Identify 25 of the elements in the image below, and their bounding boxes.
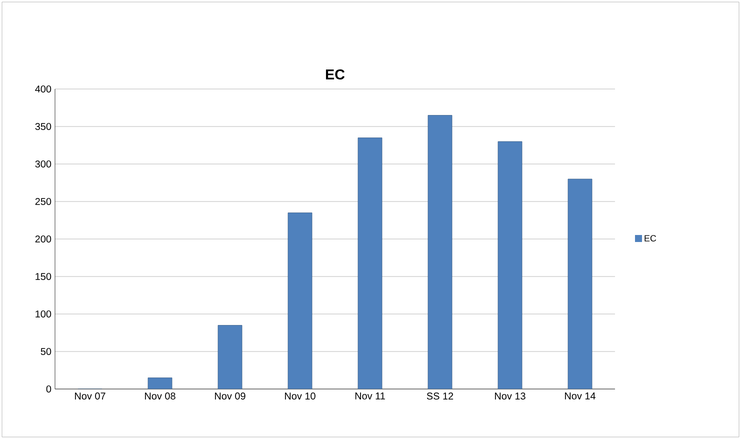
x-tick-label: Nov 10 [285, 392, 316, 400]
bar [358, 138, 382, 389]
y-tick-label: 0 [46, 385, 52, 393]
bar [218, 325, 242, 389]
x-tick-label: Nov 11 [355, 392, 385, 400]
bar [428, 115, 452, 389]
y-tick-label: 100 [36, 310, 52, 318]
x-tick-label: Nov 08 [145, 392, 176, 400]
chart-title: EC [326, 69, 345, 80]
bar [288, 212, 312, 389]
x-tick-label: Nov 09 [215, 392, 246, 400]
legend-label: EC [644, 235, 656, 242]
x-tick-label: Nov 14 [565, 392, 596, 400]
bar [498, 141, 522, 389]
y-tick-label: 350 [35, 122, 52, 130]
bar [568, 178, 592, 389]
x-tick-label: Nov 13 [495, 392, 526, 400]
x-tick-label: SS 12 [426, 392, 454, 400]
y-tick-label: 250 [35, 198, 52, 206]
y-tick-label: 150 [36, 272, 52, 280]
y-tick-label: 300 [35, 160, 52, 168]
y-tick-label: 200 [35, 235, 52, 243]
y-tick-label: 400 [35, 85, 52, 93]
y-tick-label: 50 [40, 348, 52, 356]
x-tick-label: Nov 07 [75, 392, 106, 400]
